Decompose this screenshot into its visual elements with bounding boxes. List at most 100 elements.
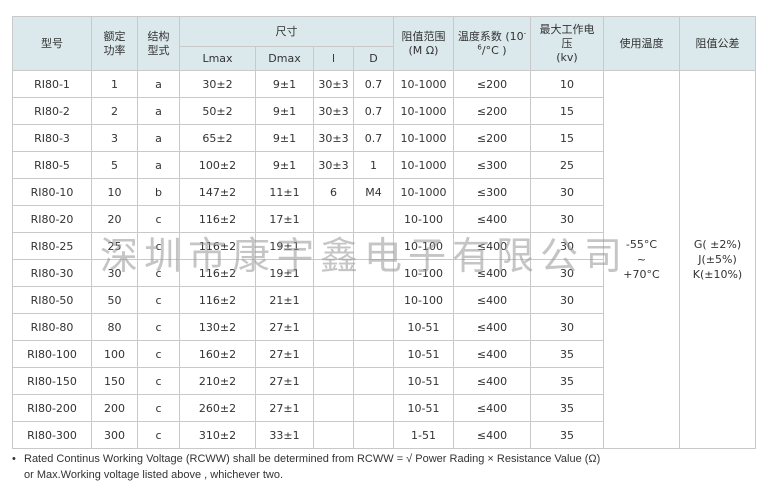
cell-l: 30±3 — [313, 97, 354, 125]
cell-type: c — [137, 367, 180, 395]
cell-l: 30±3 — [313, 124, 354, 152]
cell-l: 30±3 — [313, 151, 354, 179]
cell-type: a — [137, 124, 180, 152]
cell-lmax: 260±2 — [179, 394, 256, 422]
cell-lmax: 65±2 — [179, 124, 256, 152]
cell-range: 10-51 — [393, 394, 454, 422]
cell-lmax: 310±2 — [179, 421, 256, 449]
cell-range: 10-100 — [393, 259, 454, 287]
cell-range: 10-100 — [393, 205, 454, 233]
cell-tc: ≤300 — [453, 178, 531, 206]
cell-voltage: 30 — [530, 259, 604, 287]
cell-model: RI80-1 — [12, 70, 92, 98]
header-dmax: Dmax — [255, 46, 314, 71]
cell-tc: ≤200 — [453, 70, 531, 98]
cell-l — [313, 313, 354, 341]
cell-type: c — [137, 340, 180, 368]
cell-dmax: 27±1 — [255, 340, 314, 368]
cell-model: RI80-10 — [12, 178, 92, 206]
cell-tc: ≤400 — [453, 394, 531, 422]
cell-lmax: 116±2 — [179, 205, 256, 233]
cell-dmax: 19±1 — [255, 232, 314, 260]
header-power: 额定 功率 — [91, 16, 138, 71]
cell-power: 10 — [91, 178, 138, 206]
cell-voltage: 30 — [530, 232, 604, 260]
cell-d: 0.7 — [353, 124, 394, 152]
cell-d — [353, 340, 394, 368]
cell-range: 10-1000 — [393, 151, 454, 179]
cell-power: 50 — [91, 286, 138, 314]
cell-tc: ≤400 — [453, 205, 531, 233]
cell-range: 10-1000 — [393, 97, 454, 125]
cell-d — [353, 259, 394, 287]
cell-type: c — [137, 421, 180, 449]
cell-d — [353, 313, 394, 341]
table-row: RI80-150 150 c 210±2 27±1 10-51 ≤400 35 — [12, 367, 756, 395]
footnote-line-1: Rated Continus Working Voltage (RCWW) sh… — [24, 453, 601, 465]
cell-power: 30 — [91, 259, 138, 287]
cell-type: c — [137, 286, 180, 314]
cell-dmax: 21±1 — [255, 286, 314, 314]
cell-lmax: 116±2 — [179, 232, 256, 260]
cell-model: RI80-80 — [12, 313, 92, 341]
cell-l — [313, 340, 354, 368]
cell-l: 30±3 — [313, 70, 354, 98]
cell-l — [313, 259, 354, 287]
cell-model: RI80-25 — [12, 232, 92, 260]
cell-l — [313, 205, 354, 233]
cell-power: 20 — [91, 205, 138, 233]
header-type: 结构 型式 — [137, 16, 180, 71]
cell-dmax: 11±1 — [255, 178, 314, 206]
cell-power: 150 — [91, 367, 138, 395]
footnote-bullet: • — [12, 453, 16, 465]
cell-range: 1-51 — [393, 421, 454, 449]
cell-lmax: 30±2 — [179, 70, 256, 98]
cell-d — [353, 421, 394, 449]
cell-dmax: 17±1 — [255, 205, 314, 233]
cell-voltage: 30 — [530, 313, 604, 341]
header-range: 阻值范围 (M Ω) — [393, 16, 454, 71]
cell-tc: ≤400 — [453, 313, 531, 341]
cell-model: RI80-3 — [12, 124, 92, 152]
cell-lmax: 130±2 — [179, 313, 256, 341]
cell-d — [353, 367, 394, 395]
tolerance-cell: G( ±2%) J(±5%) K(±10%) — [679, 70, 756, 449]
cell-voltage: 30 — [530, 205, 604, 233]
cell-range: 10-1000 — [393, 70, 454, 98]
footnote: • Rated Continus Working Voltage (RCWW) … — [12, 451, 601, 483]
cell-tc: ≤300 — [453, 151, 531, 179]
cell-type: c — [137, 205, 180, 233]
cell-type: b — [137, 178, 180, 206]
cell-lmax: 116±2 — [179, 286, 256, 314]
cell-tc: ≤400 — [453, 232, 531, 260]
cell-dmax: 9±1 — [255, 151, 314, 179]
cell-range: 10-100 — [393, 232, 454, 260]
cell-voltage: 30 — [530, 178, 604, 206]
cell-dmax: 9±1 — [255, 124, 314, 152]
cell-model: RI80-300 — [12, 421, 92, 449]
table-row: RI80-2 2 a 50±2 9±1 30±3 0.7 10-1000 ≤200 15 — [12, 97, 756, 125]
header-max-voltage: 最大工作电压 (kv) — [530, 16, 604, 71]
cell-range: 10-51 — [393, 313, 454, 341]
cell-range: 10-51 — [393, 340, 454, 368]
cell-lmax: 100±2 — [179, 151, 256, 179]
cell-dmax: 27±1 — [255, 313, 314, 341]
table-row: RI80-1 1 a 30±2 9±1 30±3 0.7 10-1000 ≤200 10 -55°C… — [12, 70, 756, 449]
cell-model: RI80-30 — [12, 259, 92, 287]
cell-power: 100 — [91, 340, 138, 368]
cell-d: 1 — [353, 151, 394, 179]
table-row: RI80-300 300 c 310±2 33±1 1-51 ≤400 35 — [12, 421, 756, 449]
cell-model: RI80-50 — [12, 286, 92, 314]
cell-tc: ≤400 — [453, 367, 531, 395]
cell-l — [313, 286, 354, 314]
cell-range: 10-1000 — [393, 124, 454, 152]
cell-d — [353, 394, 394, 422]
table-row: RI80-20 20 c 116±2 17±1 10-100 ≤400 30 — [12, 205, 756, 233]
cell-dmax: 9±1 — [255, 70, 314, 98]
cell-voltage: 15 — [530, 97, 604, 125]
cell-power: 80 — [91, 313, 138, 341]
cell-model: RI80-200 — [12, 394, 92, 422]
cell-voltage: 35 — [530, 367, 604, 395]
cell-power: 2 — [91, 97, 138, 125]
cell-dmax: 19±1 — [255, 259, 314, 287]
